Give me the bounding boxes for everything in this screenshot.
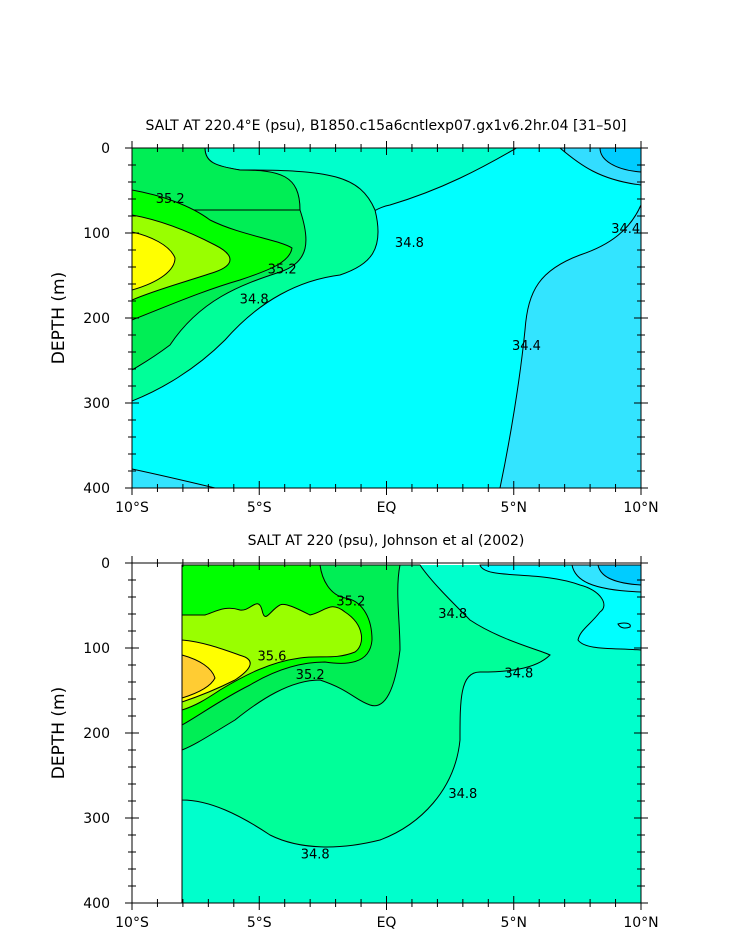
obs-band-34-0	[597, 564, 641, 586]
panel-model-ytick-label: 300	[83, 396, 110, 412]
panel-obs-title: SALT AT 220 (psu), Johnson et al (2002)	[248, 533, 525, 549]
panel-model-axes: 10°S 5°S EQ 5°N 10°N 0 100 200 300 400	[83, 141, 659, 516]
panel-obs-xtick-label: 5°S	[247, 915, 272, 931]
obs-blob	[617, 622, 631, 629]
panel-model: SALT AT 220.4°E (psu), B1850.c15a6cntlex…	[49, 118, 659, 516]
panel-obs-ytick-label: 100	[83, 641, 110, 657]
panel-obs-ytick-label: 0	[101, 556, 110, 572]
panel-model-xtick-label: 10°N	[623, 500, 658, 516]
band-35-0	[132, 148, 301, 211]
panel-model-xtick-label: EQ	[377, 500, 397, 516]
panel-model-ylabel: DEPTH (m)	[49, 272, 69, 364]
panel-model-ytick-label: 0	[101, 141, 110, 157]
panel-obs-xtick-label: 10°N	[623, 915, 658, 931]
panel-model-contour-label: 35.2	[268, 263, 297, 278]
panel-obs-axes: 10°S 5°S EQ 5°N 10°N 0 100 200 300 400	[83, 556, 659, 931]
band-34-2	[499, 204, 641, 488]
panel-obs-ytick-label: 300	[83, 811, 110, 827]
panel-obs-ytick-label: 400	[83, 896, 110, 912]
panel-model-xtick-label: 10°S	[115, 500, 149, 516]
panel-obs-contour-label: 34.8	[301, 848, 330, 863]
panel-model-contour-label: 35.2	[156, 192, 185, 207]
panel-obs: SALT AT 220 (psu), Johnson et al (2002) …	[49, 533, 659, 931]
panel-model-contour-labels: 35.2 35.2 34.8 34.8 34.4 34.4	[156, 192, 641, 354]
panel-obs-contour-label: 35.6	[257, 650, 286, 665]
panel-obs-ylabel: DEPTH (m)	[49, 687, 69, 779]
panel-obs-xtick-label: 10°S	[115, 915, 149, 931]
obs-band-35-8	[181, 654, 216, 699]
panel-model-contour-label: 34.4	[611, 222, 640, 237]
band-35-6	[132, 231, 176, 291]
panel-model-ytick-label: 400	[83, 481, 110, 497]
panel-obs-contour-label: 35.2	[336, 594, 365, 609]
panel-model-ytick-label: 200	[83, 311, 110, 327]
panel-obs-contour-label: 34.8	[504, 667, 533, 682]
panel-model-xtick-label: 5°S	[247, 500, 272, 516]
panel-obs-ytick-label: 200	[83, 726, 110, 742]
panel-model-contour-label: 34.8	[395, 236, 424, 251]
panel-model-fill	[132, 148, 641, 488]
panel-model-ytick-label: 100	[83, 226, 110, 242]
panel-obs-contour-label: 35.2	[296, 668, 325, 683]
panel-obs-contour-label: 34.8	[438, 607, 467, 622]
panel-obs-contour-labels: 35.2 35.6 35.2 34.8 34.8 34.8 34.8	[257, 594, 533, 863]
panel-model-contour-label: 34.8	[240, 292, 269, 307]
panel-model-title: SALT AT 220.4°E (psu), B1850.c15a6cntlex…	[145, 118, 626, 134]
band-lt-34	[599, 148, 641, 173]
panel-model-contour-label: 34.4	[512, 339, 541, 354]
panel-model-xtick-label: 5°N	[501, 500, 527, 516]
panel-obs-contour-label: 34.8	[448, 787, 477, 802]
panel-obs-xtick-label: 5°N	[501, 915, 527, 931]
panel-obs-xtick-label: EQ	[377, 915, 397, 931]
panel-obs-fill	[181, 564, 641, 903]
